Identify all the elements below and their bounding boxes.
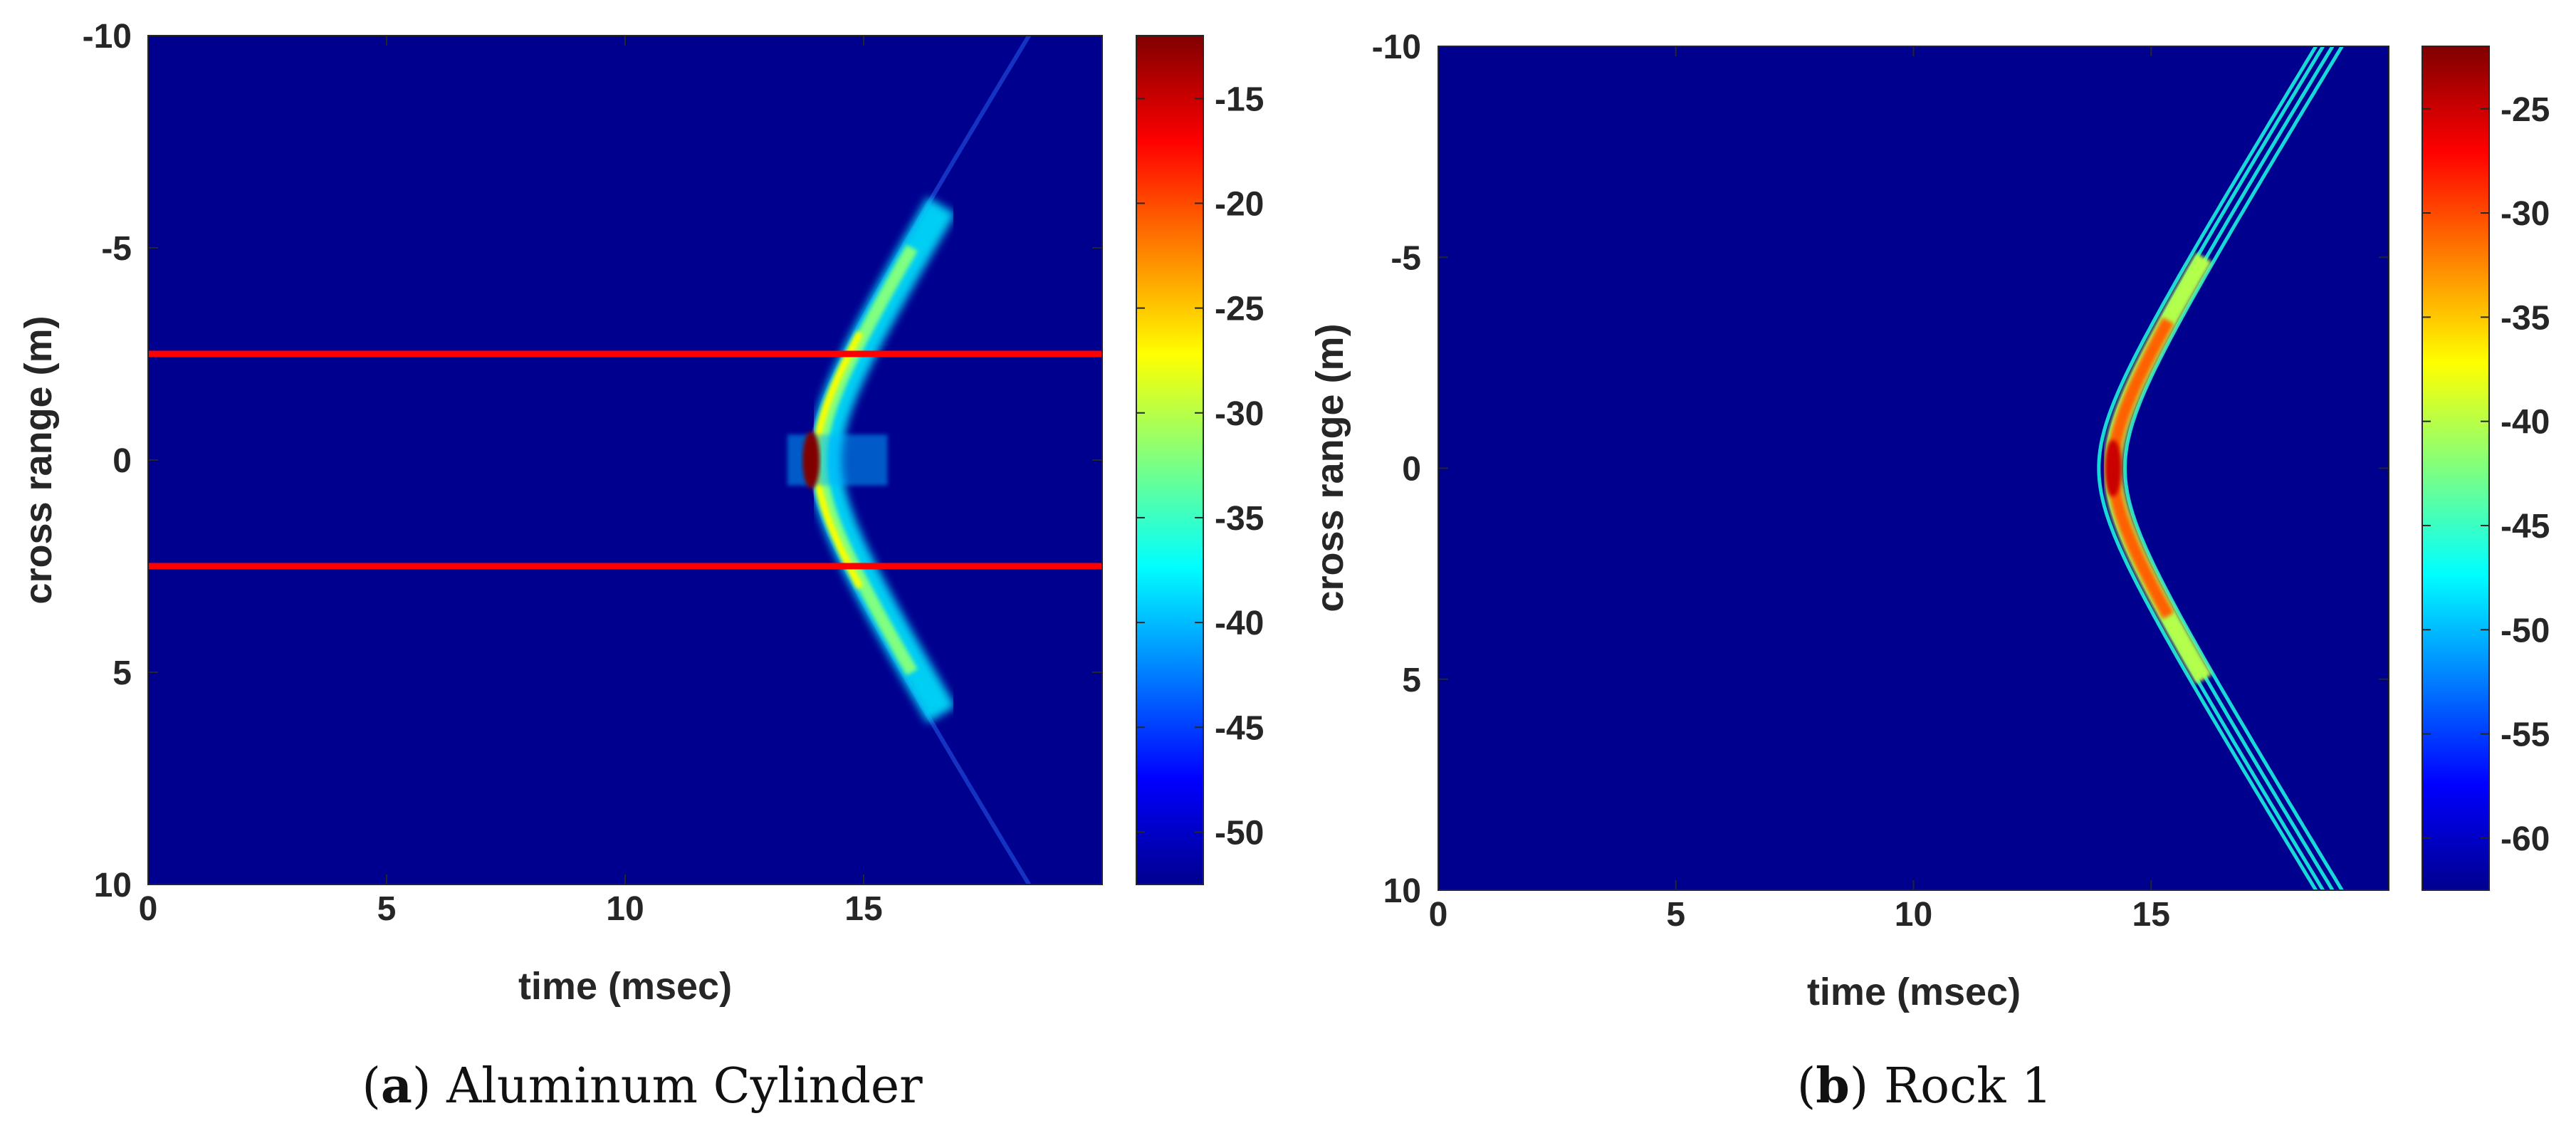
hyperbola-line — [2122, 46, 2344, 890]
y-ticks-a: -10 -5 0 5 10 — [83, 18, 1102, 904]
heatmap-a-background — [148, 36, 1102, 884]
colorbar-tick-label: -20 — [1215, 185, 1264, 223]
colorbar-ticks-b: -25 -30 -35 -40 -45 -50 -55 -60 — [2422, 91, 2550, 858]
colorbar-ticks-a: -15 -20 -25 -30 -35 -40 -45 -50 — [1136, 80, 1264, 852]
heatmap-b-marks — [2097, 46, 2344, 890]
x-axis-label-a: time (msec) — [518, 965, 732, 1008]
peak-mark — [2104, 439, 2122, 497]
colorbar-tick-label: -15 — [1215, 80, 1264, 118]
x-tick-label: 10 — [606, 890, 644, 928]
y-axis-label-a: cross range (m) — [17, 315, 60, 604]
peak-mark — [802, 432, 820, 489]
x-tick-label: 0 — [139, 890, 158, 928]
colorbar-tick-label: -40 — [2501, 404, 2550, 442]
y-tick-label: 0 — [1402, 451, 1421, 489]
colorbar-tick-label: -50 — [2501, 612, 2550, 649]
colorbar-a — [1136, 35, 1204, 885]
apex-ringing — [787, 434, 888, 486]
y-tick-label: 10 — [1383, 872, 1421, 910]
y-tick-label: 10 — [94, 867, 132, 904]
y-tick-label: -5 — [101, 230, 132, 268]
reference-lines-a — [148, 350, 1102, 570]
y-tick-label: 5 — [1402, 662, 1421, 699]
heatmap-a-marks — [787, 36, 1031, 884]
x-tick-label: 15 — [2132, 896, 2170, 934]
x-ticks-b: 0 5 10 15 — [1429, 46, 2170, 934]
y-axis-label-b: cross range (m) — [1309, 323, 1351, 612]
caption-b-text: Rock 1 — [1884, 1058, 2052, 1114]
colorbar-tick-label: -25 — [2501, 91, 2550, 129]
caption-a-letter: a — [381, 1058, 412, 1114]
colorbar-tick-label: -35 — [2501, 299, 2550, 337]
x-tick-label: 5 — [377, 890, 397, 928]
colorbar-tick-label: -45 — [1215, 709, 1264, 747]
caption-a: (a) Aluminum Cylinder — [362, 1058, 923, 1114]
y-tick-label: 5 — [112, 654, 132, 692]
colorbar-tick-label: -45 — [2501, 508, 2550, 545]
x-tick-label: 10 — [1895, 896, 1932, 934]
colorbar-tick-label: -55 — [2501, 716, 2550, 754]
colorbar-tick-label: -40 — [1215, 605, 1264, 642]
colorbar-tick-label: -50 — [1215, 814, 1264, 852]
x-tick-label: 5 — [1666, 896, 1685, 934]
x-axis-label-b: time (msec) — [1807, 971, 2021, 1013]
colorbar-tick-label: -60 — [2501, 820, 2550, 858]
colorbar-b — [2421, 46, 2490, 891]
colorbar-tick-label: -30 — [1215, 395, 1264, 433]
x-tick-label: 0 — [1429, 896, 1448, 934]
y-ticks-b: -10 -5 0 5 10 — [1372, 28, 2389, 910]
x-ticks-a: 0 5 10 15 — [139, 36, 883, 928]
hyperbola-line — [2097, 46, 2318, 890]
x-tick-label: 15 — [844, 890, 882, 928]
caption-a-text: Aluminum Cylinder — [446, 1058, 923, 1114]
colorbar-tick-label: -35 — [1215, 500, 1264, 538]
y-tick-label: -10 — [1372, 28, 1421, 66]
y-tick-label: -5 — [1391, 239, 1421, 277]
colorbar-tick-label: -30 — [2501, 195, 2550, 233]
colorbar-tick-label: -25 — [1215, 291, 1264, 328]
caption-b: (b) Rock 1 — [1797, 1058, 2053, 1114]
caption-b-letter: b — [1816, 1058, 1850, 1114]
y-tick-label: -10 — [83, 18, 132, 56]
y-tick-label: 0 — [112, 442, 132, 480]
